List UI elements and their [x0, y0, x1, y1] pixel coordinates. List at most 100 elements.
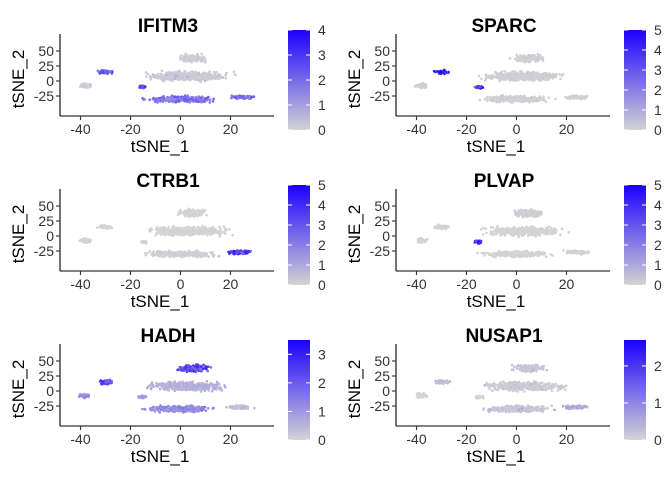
cell-point [213, 74, 217, 78]
cell-point [173, 74, 177, 78]
cell-point [204, 252, 208, 255]
y-tick-label: -25 [370, 243, 390, 259]
cell-point [516, 55, 519, 58]
cell-point [495, 100, 498, 104]
cell-point [545, 226, 548, 230]
y-tick-label: 25 [38, 213, 54, 229]
cell-point [183, 231, 187, 235]
cell-point [541, 58, 545, 61]
cell-point [149, 78, 153, 81]
y-tick-label: -25 [370, 88, 390, 104]
cell-point [440, 226, 444, 229]
cell-point [559, 233, 562, 237]
cell-point [96, 226, 99, 229]
cell-point [191, 210, 194, 214]
cell-point [413, 84, 417, 88]
cell-point [520, 56, 524, 59]
x-tick-label: 0 [177, 121, 185, 137]
cell-point [433, 226, 437, 230]
cell-point [522, 54, 526, 57]
cell-point [209, 251, 212, 254]
cell-point [161, 99, 164, 103]
cell-point [99, 69, 103, 73]
cell-point [195, 73, 198, 77]
cell-point [517, 77, 521, 80]
x-tick-label: 20 [559, 276, 575, 292]
cell-point [199, 76, 202, 79]
x-tick-label: -40 [406, 121, 426, 137]
cell-point [211, 229, 215, 232]
cell-point [192, 230, 196, 233]
cell-point [212, 97, 215, 101]
cell-point [516, 229, 519, 232]
cell-point [82, 239, 85, 242]
cell-point [103, 379, 107, 382]
cell-point [155, 98, 158, 102]
cell-point [202, 74, 206, 78]
y-tick-label: 0 [46, 73, 54, 89]
cell-point [144, 71, 148, 74]
legend-label: 4 [654, 42, 662, 58]
cell-point [101, 380, 104, 383]
cell-point [491, 76, 494, 80]
cell-point [218, 77, 222, 80]
cell-point [228, 251, 231, 254]
cell-point [195, 230, 198, 234]
legend-colorbar [624, 185, 646, 285]
cell-point [184, 77, 188, 81]
cell-point [217, 255, 220, 258]
cell-point [486, 99, 489, 102]
cell-point [221, 76, 225, 79]
cell-point [565, 96, 569, 100]
cell-point [519, 97, 522, 101]
cell-point [489, 230, 492, 233]
legend-label: 0 [654, 122, 662, 138]
cell-point [547, 75, 550, 79]
cell-point [193, 232, 196, 236]
cell-point [176, 254, 179, 257]
cell-point [535, 250, 538, 254]
y-tick-label: 50 [38, 198, 54, 214]
y-tick-label: -25 [34, 243, 54, 259]
cell-point [421, 239, 425, 242]
y-tick-label: 0 [382, 228, 390, 244]
cell-point [522, 253, 525, 257]
cell-point [479, 228, 483, 231]
cell-point [224, 73, 227, 77]
cell-point [173, 95, 176, 98]
cell-point [167, 225, 170, 229]
cell-point [203, 57, 207, 60]
panel-title: IFITM3 [138, 16, 198, 37]
cell-point [477, 74, 481, 78]
cell-point [495, 74, 499, 78]
legend-label: 0 [318, 277, 326, 293]
cell-point [231, 233, 234, 237]
cell-point [527, 73, 531, 77]
cell-point [156, 101, 159, 104]
cell-point [500, 96, 503, 100]
cell-point [529, 76, 532, 80]
x-tick-label: -40 [70, 276, 90, 292]
cell-point [544, 100, 548, 103]
cell-point [521, 215, 525, 219]
cell-point [187, 233, 190, 236]
cell-point [200, 52, 203, 56]
cell-point [487, 76, 490, 79]
cell-point [538, 76, 541, 79]
cell-point [499, 234, 502, 237]
x-axis-title: tSNE_1 [131, 292, 190, 311]
cell-point [191, 98, 195, 101]
cell-point [168, 74, 172, 77]
cell-point [140, 240, 144, 243]
cell-point [550, 229, 553, 232]
cell-point [535, 72, 539, 75]
cell-point [508, 251, 512, 254]
cell-point [178, 70, 181, 73]
cell-point [148, 250, 152, 253]
cell-point [520, 211, 524, 215]
cell-point [535, 76, 539, 79]
cell-point [205, 229, 208, 233]
cell-point [195, 253, 198, 256]
cell-point [489, 232, 492, 236]
cell-point [144, 253, 147, 257]
